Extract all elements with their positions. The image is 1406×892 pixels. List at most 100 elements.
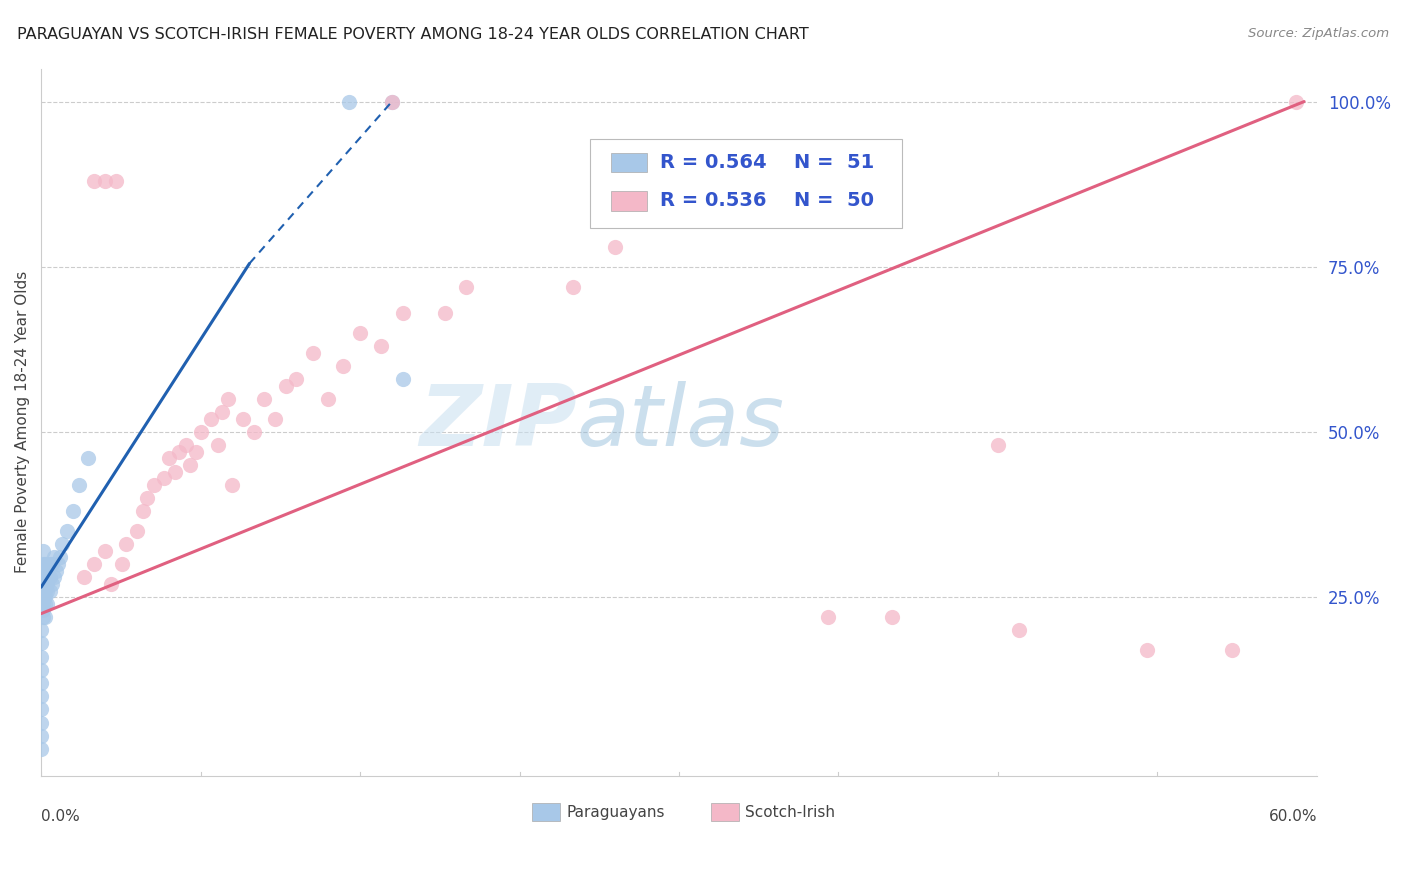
Point xyxy=(339,95,361,109)
Point xyxy=(30,649,52,664)
Point xyxy=(190,425,212,439)
Text: N =  50: N = 50 xyxy=(794,191,873,211)
Point xyxy=(115,537,138,551)
Point xyxy=(34,577,56,591)
Point xyxy=(41,557,63,571)
Point xyxy=(32,544,55,558)
Point xyxy=(55,524,77,538)
Point xyxy=(274,378,297,392)
Point xyxy=(32,570,55,584)
Point xyxy=(186,444,208,458)
Point xyxy=(381,95,404,109)
Point xyxy=(174,438,197,452)
Point xyxy=(37,577,59,591)
Text: Source: ZipAtlas.com: Source: ZipAtlas.com xyxy=(1249,27,1389,40)
Text: PARAGUAYAN VS SCOTCH-IRISH FEMALE POVERTY AMONG 18-24 YEAR OLDS CORRELATION CHAR: PARAGUAYAN VS SCOTCH-IRISH FEMALE POVERT… xyxy=(17,27,808,42)
Text: ZIP: ZIP xyxy=(419,381,576,464)
FancyBboxPatch shape xyxy=(589,139,903,227)
Point xyxy=(179,458,201,472)
Point xyxy=(132,504,155,518)
Text: N =  51: N = 51 xyxy=(794,153,875,172)
Point xyxy=(456,279,478,293)
Point xyxy=(38,557,60,571)
Point xyxy=(51,537,73,551)
Point xyxy=(381,95,404,109)
Point xyxy=(211,405,233,419)
Point xyxy=(125,524,148,538)
Point xyxy=(605,240,627,254)
Point xyxy=(38,570,60,584)
Bar xyxy=(533,803,561,822)
Point xyxy=(302,345,325,359)
Point xyxy=(45,564,67,578)
Point xyxy=(136,491,159,505)
Point xyxy=(34,570,56,584)
Point xyxy=(37,570,59,584)
Point xyxy=(42,550,65,565)
Point xyxy=(391,372,413,386)
Point xyxy=(67,477,90,491)
Point xyxy=(30,676,52,690)
Point xyxy=(332,359,354,373)
Text: 60.0%: 60.0% xyxy=(1268,809,1317,824)
Point xyxy=(42,570,65,584)
Point xyxy=(37,597,59,611)
Point xyxy=(32,577,55,591)
Text: Scotch-Irish: Scotch-Irish xyxy=(745,805,835,820)
Point xyxy=(32,590,55,604)
Point xyxy=(221,477,243,491)
Point xyxy=(34,564,56,578)
Text: 0.0%: 0.0% xyxy=(41,809,80,824)
Point xyxy=(264,411,287,425)
Point xyxy=(83,174,105,188)
Point xyxy=(316,392,339,406)
Point xyxy=(169,444,191,458)
Text: R = 0.564: R = 0.564 xyxy=(659,153,766,172)
Point xyxy=(34,583,56,598)
Point xyxy=(142,477,165,491)
Point xyxy=(207,438,229,452)
Point xyxy=(1136,643,1159,657)
Point xyxy=(83,557,105,571)
Point xyxy=(32,557,55,571)
Point xyxy=(1008,623,1031,637)
Point xyxy=(30,690,52,704)
Point xyxy=(111,557,134,571)
Point xyxy=(30,636,52,650)
Point xyxy=(1284,95,1306,109)
Point xyxy=(30,715,52,730)
Point xyxy=(165,465,187,479)
Point xyxy=(30,702,52,716)
Point xyxy=(434,306,457,320)
Text: Paraguayans: Paraguayans xyxy=(567,805,665,820)
Text: R = 0.536: R = 0.536 xyxy=(659,191,766,211)
Point xyxy=(253,392,276,406)
Point xyxy=(38,583,60,598)
Point xyxy=(817,610,839,624)
Point xyxy=(242,425,264,439)
Point xyxy=(49,550,72,565)
Point xyxy=(72,570,94,584)
Point xyxy=(34,610,56,624)
Bar xyxy=(612,153,647,172)
Point xyxy=(32,597,55,611)
Bar xyxy=(612,191,647,211)
Point xyxy=(100,577,122,591)
Point xyxy=(349,326,371,340)
Point xyxy=(32,610,55,624)
Point xyxy=(32,603,55,617)
Point xyxy=(30,742,52,756)
Point xyxy=(77,451,100,466)
Point xyxy=(30,623,52,637)
Point xyxy=(94,544,117,558)
Point xyxy=(41,577,63,591)
Point xyxy=(987,438,1010,452)
Point xyxy=(37,557,59,571)
Point xyxy=(370,339,392,353)
Point xyxy=(46,557,69,571)
Bar xyxy=(711,803,740,822)
Point xyxy=(217,392,239,406)
Point xyxy=(34,557,56,571)
Point xyxy=(62,504,84,518)
Point xyxy=(34,590,56,604)
